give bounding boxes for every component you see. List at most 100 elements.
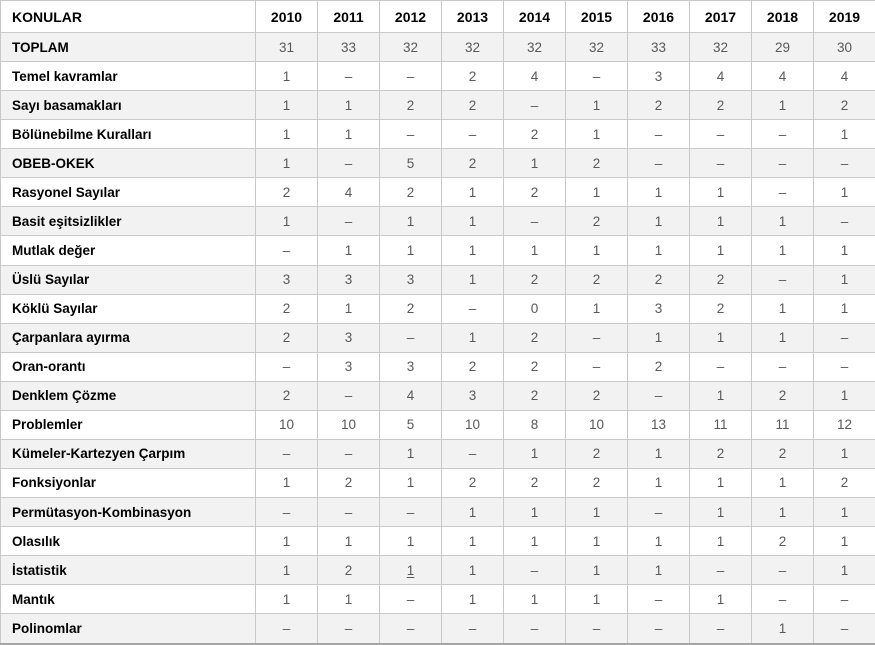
value-cell: – xyxy=(441,293,504,324)
value-cell: 4 xyxy=(379,380,442,411)
value-text: 1 xyxy=(344,301,353,317)
value-cell: – xyxy=(255,438,318,469)
value-cell: 1 xyxy=(255,61,318,92)
value-cell: 1 xyxy=(317,584,380,615)
table-row: Üslü Sayılar 3 3 3 1 2 2 2 2 – 1 xyxy=(0,264,875,295)
value-cell: – xyxy=(379,584,442,615)
value-text: 3 xyxy=(406,272,415,288)
value-text: 30 xyxy=(836,39,853,55)
value-cell: – xyxy=(813,584,875,615)
value-text: 2 xyxy=(282,184,291,200)
value-text: 1 xyxy=(468,184,477,200)
value-text: 11 xyxy=(713,417,728,433)
table-row: Permütasyon-Kombinasyon – – – 1 1 1 – 1 1 1 xyxy=(0,496,875,528)
value-cell: 1 xyxy=(441,496,504,528)
value-cell: 1 xyxy=(255,119,318,150)
value-cell: – xyxy=(565,322,628,353)
value-cell: 2 xyxy=(503,351,566,382)
value-cell: 2 xyxy=(627,264,690,295)
value-cell: 1 xyxy=(255,90,318,121)
value-cell: 5 xyxy=(379,409,442,440)
value-cell: 1 xyxy=(751,467,814,499)
value-cell: – xyxy=(813,351,875,382)
value-cell: 31 xyxy=(255,31,318,63)
value-cell: 1 xyxy=(751,235,814,266)
value-text: 31 xyxy=(278,39,295,55)
value-text: – xyxy=(778,155,787,171)
value-text: – xyxy=(282,446,291,462)
value-cell: 30 xyxy=(813,31,875,63)
table-row: Denklem Çözme 2 – 4 3 2 2 – 1 2 1 xyxy=(0,380,875,411)
value-text: – xyxy=(468,621,477,637)
value-cell: 13 xyxy=(627,409,690,440)
value-cell: 2 xyxy=(627,351,690,382)
value-cell: 4 xyxy=(689,61,752,92)
value-text: – xyxy=(778,184,787,200)
topic-cell: Denklem Çözme xyxy=(0,380,256,411)
value-cell: 1 xyxy=(441,177,504,208)
topic-cell: Rasyonel Sayılar xyxy=(0,177,256,208)
year-column-header: 2012 xyxy=(379,0,442,33)
value-cell: – xyxy=(751,148,814,179)
value-text: 2 xyxy=(530,359,539,375)
value-cell: 1 xyxy=(255,148,318,179)
table-row: Rasyonel Sayılar 2 4 2 1 2 1 1 1 – 1 xyxy=(0,177,875,208)
value-text: 13 xyxy=(650,417,667,433)
value-text: 1 xyxy=(840,533,849,549)
value-cell: 1 xyxy=(751,293,814,324)
value-cell: 1 xyxy=(689,380,752,411)
value-text: 4 xyxy=(530,68,539,84)
value-text: 1 xyxy=(468,242,477,258)
value-text: – xyxy=(778,359,787,375)
value-cell: 1 xyxy=(689,235,752,266)
value-cell: – xyxy=(751,264,814,295)
value-cell: – xyxy=(689,613,752,645)
topic-cell: OBEB-OKEK xyxy=(0,148,256,179)
value-text: 1 xyxy=(778,621,787,637)
value-text: 2 xyxy=(468,155,477,171)
value-cell: – xyxy=(255,496,318,528)
value-cell: 1 xyxy=(689,584,752,615)
value-cell: 10 xyxy=(317,409,380,440)
value-text: 2 xyxy=(282,330,291,346)
value-cell: 2 xyxy=(565,438,628,469)
value-text: – xyxy=(592,68,601,84)
value-cell: 2 xyxy=(565,467,628,499)
value-text: 2 xyxy=(592,272,601,288)
value-text: 1 xyxy=(654,330,663,346)
value-text: – xyxy=(468,301,477,317)
value-cell: 11 xyxy=(751,409,814,440)
value-text: – xyxy=(592,330,601,346)
value-text: – xyxy=(840,155,849,171)
value-cell: 2 xyxy=(441,351,504,382)
value-cell: 1 xyxy=(689,177,752,208)
value-text: 1 xyxy=(716,213,725,229)
value-cell: 2 xyxy=(689,293,752,324)
topic-cell: Permütasyon-Kombinasyon xyxy=(0,496,256,528)
table-row: Problemler 10 10 5 10 8 10 13 11 11 12 xyxy=(0,409,875,440)
value-text: – xyxy=(840,359,849,375)
value-text: 4 xyxy=(344,184,353,200)
value-text: – xyxy=(592,359,601,375)
value-text: 1 xyxy=(530,155,539,171)
value-text: 1 xyxy=(592,126,601,142)
value-cell: 3 xyxy=(255,264,318,295)
value-text: 1 xyxy=(344,591,353,607)
value-cell: – xyxy=(503,555,566,586)
value-cell: 1 xyxy=(813,526,875,557)
value-text: 2 xyxy=(716,272,725,288)
value-text: 1 xyxy=(840,562,849,578)
value-cell: 1 xyxy=(255,467,318,499)
value-cell: – xyxy=(379,119,442,150)
value-cell: – xyxy=(317,613,380,645)
value-cell: 1 xyxy=(503,148,566,179)
value-text: 4 xyxy=(840,68,849,84)
value-cell: 1 xyxy=(441,526,504,557)
value-text: 2 xyxy=(468,475,477,491)
value-text: – xyxy=(282,621,291,637)
value-text: 1 xyxy=(592,97,601,113)
value-text: – xyxy=(840,213,849,229)
value-text: 1 xyxy=(282,97,291,113)
value-text: – xyxy=(654,126,663,142)
value-text: 1 xyxy=(468,591,477,607)
